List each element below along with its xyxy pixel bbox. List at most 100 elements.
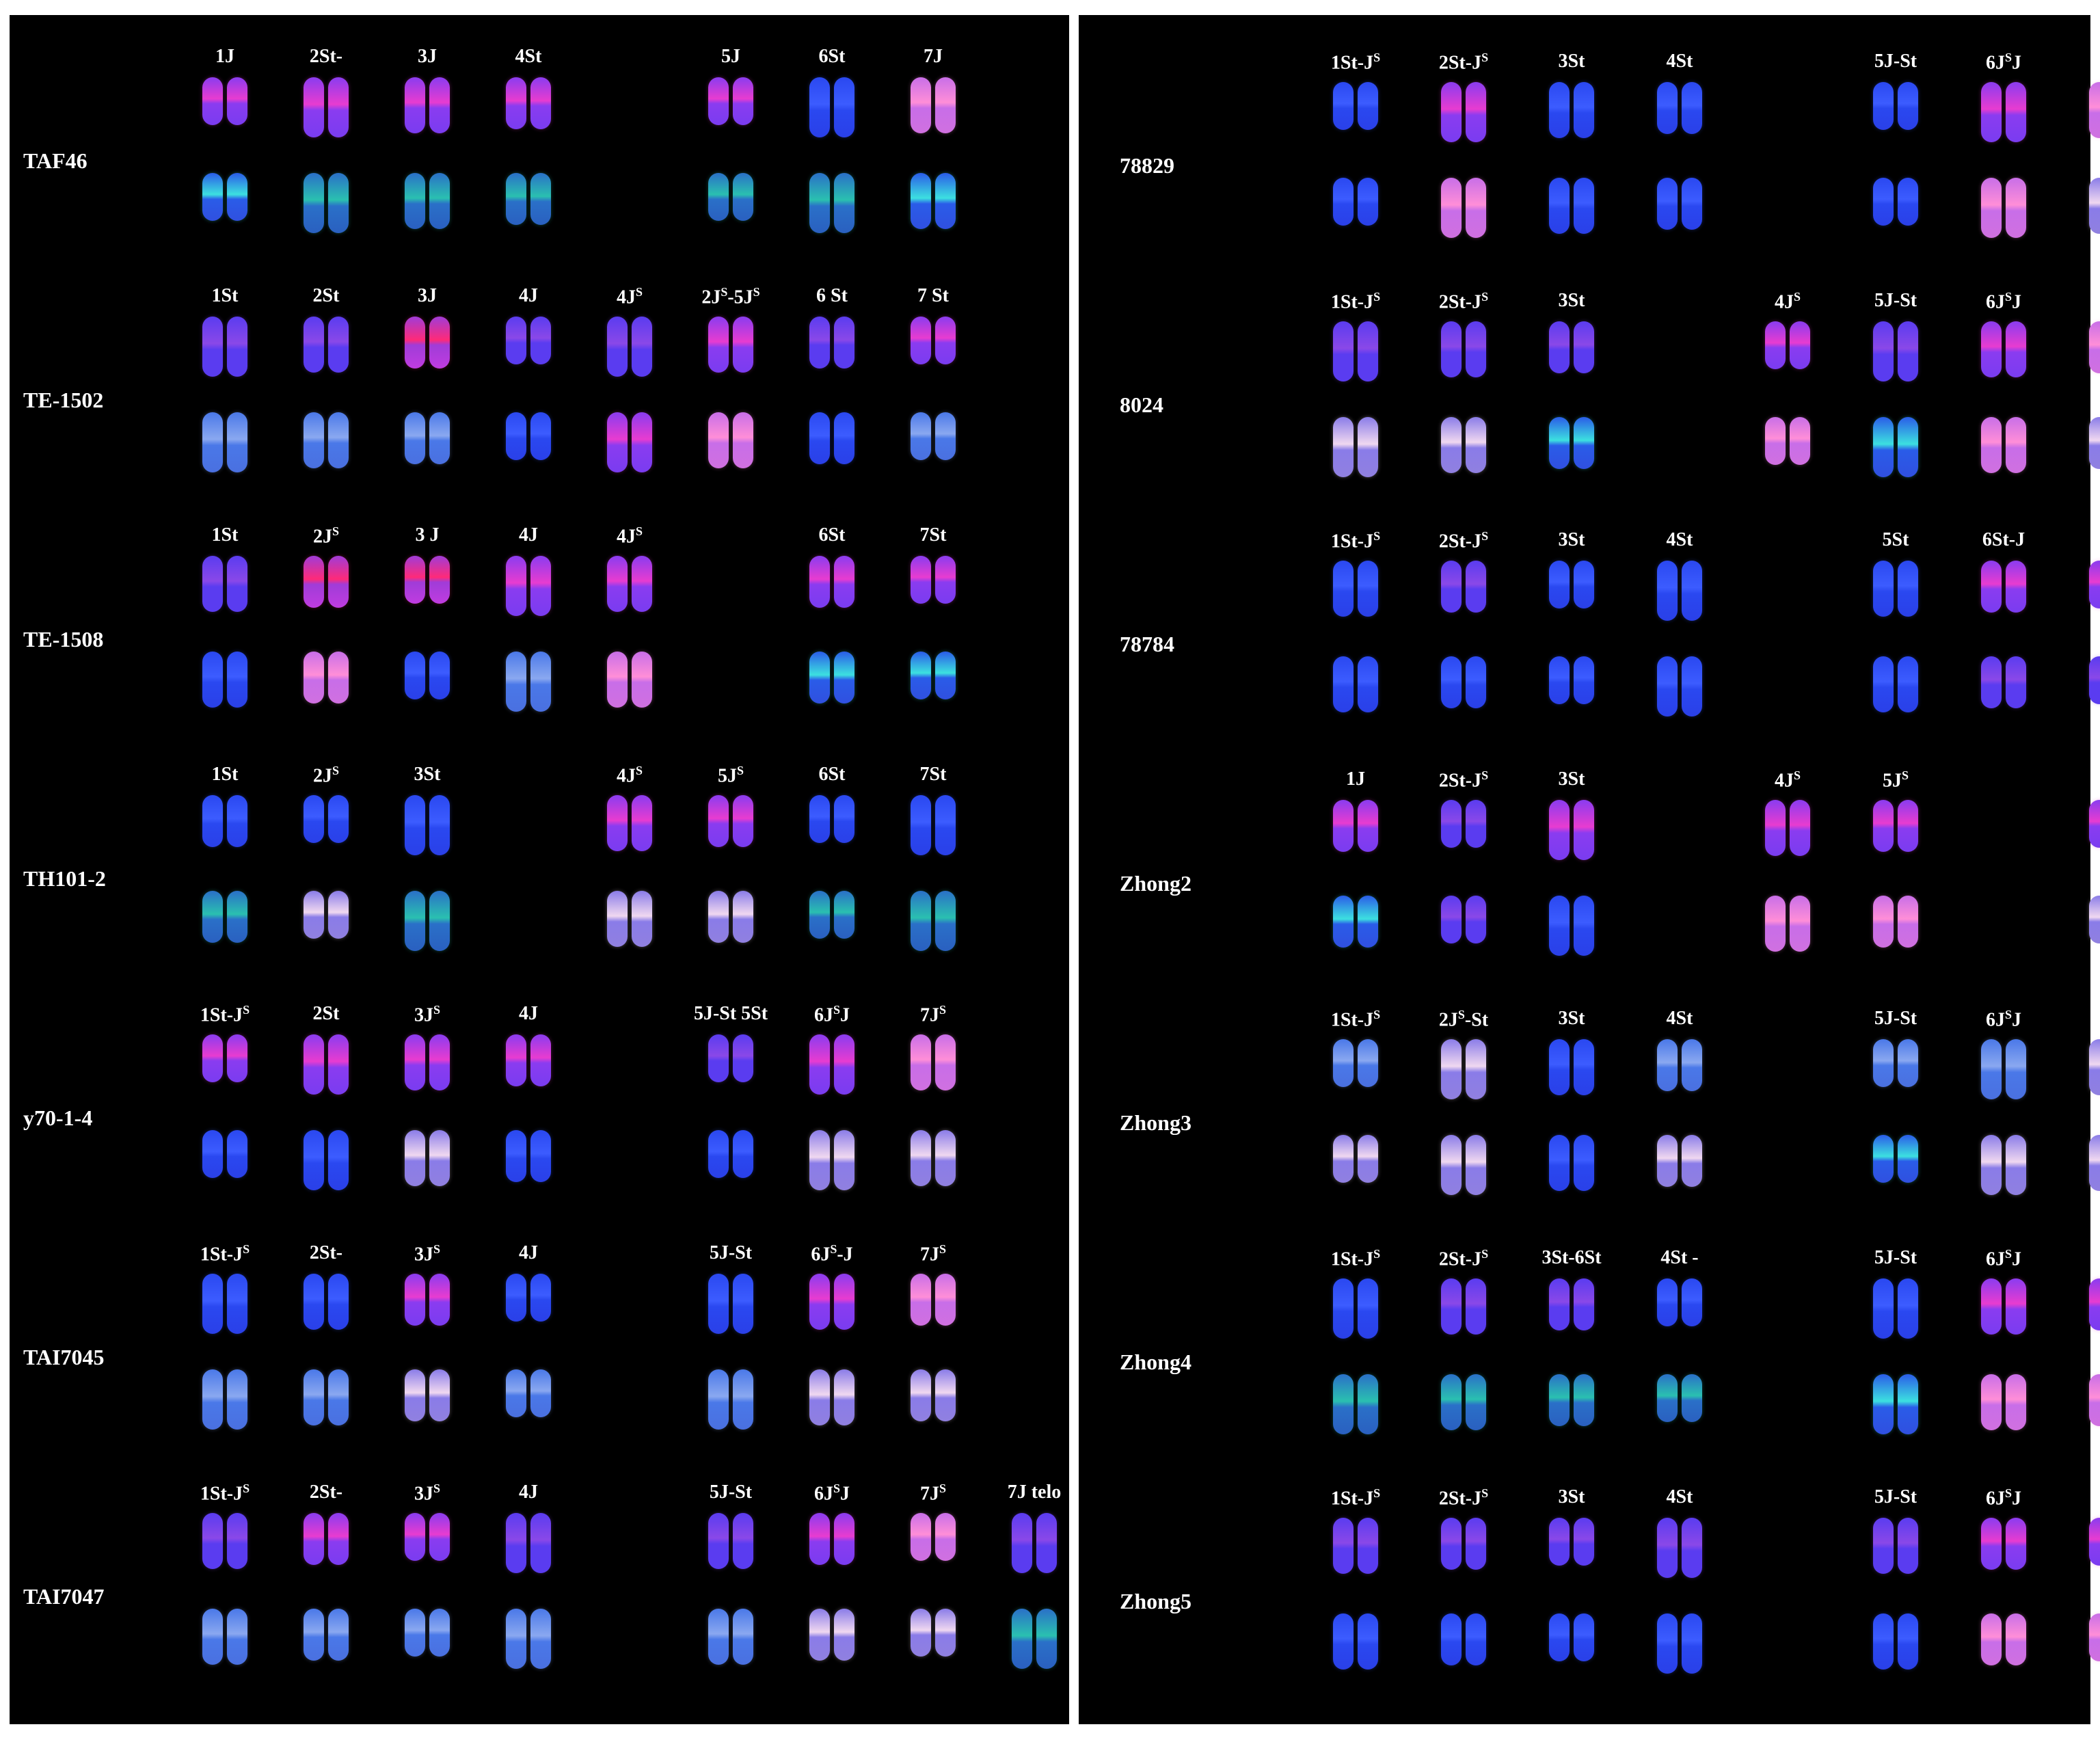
chromosome-pair	[809, 795, 854, 843]
chromosome	[1873, 656, 1894, 712]
chromosome	[1657, 561, 1678, 621]
chromosome-cell: 1St-JS	[1315, 51, 1397, 256]
chromosome-cell: 4JS	[589, 285, 671, 490]
chromosome	[809, 1034, 830, 1095]
chromosome-pair	[1333, 1374, 1378, 1434]
chromosome	[202, 1369, 223, 1430]
chromosome-label: 1St-JS	[200, 1242, 250, 1265]
chromosome	[1549, 896, 1570, 956]
chromosome	[1333, 1518, 1354, 1574]
chromosome	[530, 1369, 551, 1417]
chromosome-label: 4J	[519, 1003, 538, 1024]
chromosome	[429, 1513, 450, 1561]
chromosome	[202, 1034, 223, 1082]
chromosome	[429, 891, 450, 951]
chromosome	[607, 412, 628, 472]
chromosome-pair	[2089, 178, 2100, 234]
chromosome	[1466, 656, 1486, 708]
chromosome	[834, 77, 854, 137]
chromosome	[2089, 321, 2100, 373]
chromosome-pair	[405, 556, 450, 604]
chromosome	[2006, 1613, 2026, 1665]
chromosome-pair	[911, 1274, 956, 1326]
chromosome-pair	[911, 173, 956, 229]
chromosome-cell: 6JS-J	[791, 1242, 873, 1447]
chromosome	[2006, 82, 2026, 142]
chromosome-cell: 7JS	[2071, 290, 2100, 495]
chromosome-pair	[1441, 896, 1486, 943]
chromosome-label: 2St-JS	[1438, 1247, 1489, 1270]
chromosome-label: 1St	[211, 764, 239, 785]
chromosome	[1441, 896, 1462, 943]
chromosome-pair	[2089, 1135, 2100, 1191]
chromosome-pair	[708, 1369, 753, 1430]
chromosome-pair	[506, 1369, 551, 1417]
chromosome-pair	[809, 1130, 854, 1190]
chromosome	[2089, 82, 2100, 138]
chromosome	[328, 412, 349, 468]
chromosome-pair	[506, 173, 551, 225]
chromosome	[1873, 1613, 1894, 1670]
chromosome	[1657, 1039, 1678, 1091]
chromosome	[935, 652, 956, 699]
chromosome-pair	[1333, 1135, 1378, 1183]
chromosome-cell: 4J	[487, 1242, 569, 1447]
chromosome	[1873, 1039, 1894, 1087]
chromosome	[1682, 1374, 1702, 1422]
chromosome-label: 4St	[1666, 1486, 1693, 1508]
chromosome-label: 5J-St	[709, 1242, 753, 1263]
chromosome-pair	[708, 412, 753, 468]
chromosome-cell: 2St-JS	[1423, 290, 1505, 495]
chromosome	[1549, 1135, 1570, 1191]
chromosome-pair	[1333, 1613, 1378, 1670]
chromosome-cell: 1St	[184, 764, 266, 969]
chromosome-label: 2JS	[312, 764, 339, 787]
chromosome	[1574, 321, 1594, 373]
chromosome	[506, 1513, 526, 1573]
chromosome-pair	[1441, 1039, 1486, 1099]
chromosome	[2089, 417, 2100, 469]
chromosome-pair	[911, 652, 956, 699]
chromosome-label: 2JS-St	[1438, 1008, 1489, 1031]
chromosome	[429, 317, 450, 368]
chromosome-label: 4J	[519, 524, 538, 546]
chromosome-cell: 1St-JS	[1315, 529, 1397, 734]
karyotype-row: TE-1502 1St 2St 3J 4J 4JS 2JS-5JS 6 St 7 St	[10, 285, 1069, 490]
chromosome	[1898, 82, 1918, 130]
chromosome-pair	[304, 1369, 349, 1425]
chromosome	[733, 317, 753, 373]
chromosome-pair	[202, 1034, 247, 1082]
chromosome-label: 3St	[1558, 768, 1585, 790]
chromosome-pair	[1765, 321, 1810, 369]
chromosome-cell: 3St-6St	[1531, 1247, 1613, 1452]
chromosome	[1549, 1518, 1570, 1566]
chromosome-pair	[2089, 82, 2100, 138]
chromosome	[304, 1034, 324, 1095]
chromosome	[2089, 1039, 2100, 1095]
chromosome	[834, 412, 854, 464]
chromosome-pair	[1549, 800, 1594, 860]
chromosome-cell: 5J-St	[1855, 1486, 1937, 1691]
accession-label: Zhong2	[1120, 871, 1192, 896]
chromosome-cell: 2St-	[285, 46, 367, 251]
chromosome-label: 4J	[519, 1482, 538, 1503]
chromosome	[1657, 1374, 1678, 1422]
chromosome-cell: 3J	[386, 46, 468, 251]
chromosome-pair	[1981, 417, 2026, 473]
chromosome-pair	[2089, 1039, 2100, 1095]
chromosome-cell: 5J-St	[690, 1242, 772, 1447]
chromosome	[911, 795, 931, 855]
chromosome-pair	[304, 173, 349, 233]
chromosome-label: 7JS	[2071, 1486, 2100, 1510]
chromosome	[1036, 1513, 1057, 1573]
chromosome	[607, 556, 628, 612]
chromosome-pair	[405, 652, 450, 699]
chromosome	[1898, 321, 1918, 381]
chromosome-pair	[1441, 178, 1486, 238]
chromosome	[202, 1513, 223, 1569]
chromosome-cell: 6St	[791, 764, 873, 969]
accession-label: 78829	[1120, 153, 1174, 178]
chromosome-pair	[911, 77, 956, 133]
chromosome	[1682, 561, 1702, 621]
chromosome-cell: 1St-JS	[184, 1003, 266, 1208]
